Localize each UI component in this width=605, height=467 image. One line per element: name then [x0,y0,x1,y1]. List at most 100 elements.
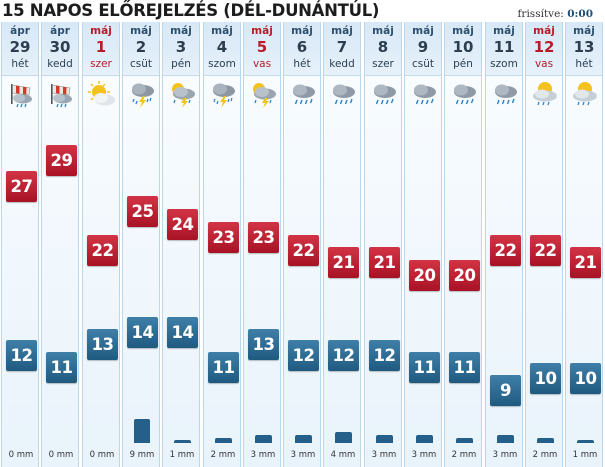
weekday-label: szer [372,58,394,70]
day-column: máj 5 vas 23 13 3 mm [243,22,281,467]
precip-bar [335,432,352,443]
rain-cloud-icon [409,80,439,110]
day-column: máj 2 csüt 25 14 9 mm [122,22,160,467]
day-number: 4 [216,38,228,56]
sun-thunderstorm-icon [167,80,197,110]
max-temp-badge: 22 [288,235,319,266]
max-temp-badge: 23 [208,222,239,253]
day-header: máj 13 hét [566,22,602,76]
max-temp-badge: 21 [328,247,359,278]
day-number: 13 [573,38,595,56]
sun-cloud-rain-icon [570,80,600,110]
day-number: 12 [533,38,555,56]
month-label: máj [573,25,595,37]
min-temp-badge: 12 [288,340,319,371]
precip-bar [497,434,514,443]
precip-label: 9 mm [129,450,155,460]
sun-cloud-icon [87,80,117,110]
min-temp-badge: 11 [449,352,480,383]
sun-cloud-rain-icon [530,80,560,110]
max-temp-badge: 22 [530,235,561,266]
min-temp-badge: 11 [208,352,239,383]
precip-label: 3 mm [492,450,518,460]
precip-bar [295,434,312,443]
month-label: máj [291,25,313,37]
forecast-grid: ápr 29 hét 27 12 0 mm ápr 30 kedd 29 11 0 mm máj 1 sze… [1,22,604,467]
month-label: máj [331,25,353,37]
day-header: máj 12 vas [526,22,562,76]
month-label: máj [130,25,152,37]
weekday-label: vas [252,58,272,70]
precip-label: 3 mm [290,450,316,460]
max-temp-badge: 20 [409,260,440,291]
max-temp-badge: 29 [46,145,77,176]
day-header: máj 9 csüt [405,22,441,76]
day-number: 10 [452,38,474,56]
precip-bar [577,440,594,443]
day-column: máj 9 csüt 20 11 3 mm [404,22,442,467]
precip-label: 1 mm [572,450,598,460]
min-temp-badge: 14 [127,317,158,348]
day-column: máj 11 szom 22 9 3 mm [485,22,523,467]
day-number: 29 [9,38,31,56]
precip-label: 0 mm [8,450,34,460]
month-label: máj [170,25,192,37]
day-header: máj 4 szom [204,22,240,76]
min-temp-badge: 9 [490,375,521,406]
weekday-label: szer [90,58,112,70]
day-number: 3 [175,38,187,56]
weekday-label: pén [453,58,473,70]
day-column: ápr 29 hét 27 12 0 mm [1,22,39,467]
rain-cloud-icon [369,80,399,110]
max-temp-badge: 25 [127,196,158,227]
min-temp-badge: 14 [167,317,198,348]
rain-cloud-icon [490,80,520,110]
precip-bar [174,440,191,443]
precip-label: 2 mm [451,450,477,460]
day-column: máj 12 vas 22 10 2 mm [525,22,563,467]
day-header: máj 10 pén [445,22,481,76]
max-temp-badge: 21 [369,247,400,278]
max-temp-badge: 22 [490,235,521,266]
min-temp-badge: 10 [570,363,601,394]
day-header: máj 5 vas [244,22,280,76]
updated-value: 0:00 [567,8,593,20]
page-title: 15 NAPOS ELŐREJELZÉS (DÉL-DUNÁNTÚL) [2,1,380,20]
day-number: 30 [49,38,71,56]
month-label: máj [412,25,434,37]
weekday-label: vas [534,58,554,70]
day-column: máj 4 szom 23 11 2 mm [203,22,241,467]
weekday-label: kedd [329,58,355,70]
min-temp-badge: 12 [328,340,359,371]
max-temp-badge: 23 [248,222,279,253]
day-number: 9 [417,38,429,56]
day-column: máj 7 kedd 21 12 4 mm [323,22,361,467]
month-label: máj [372,25,394,37]
weekday-label: csüt [129,58,152,70]
month-label: máj [452,25,474,37]
precip-bar [537,437,554,443]
min-temp-badge: 12 [6,340,37,371]
day-column: máj 1 szer 22 13 0 mm [82,22,120,467]
day-number: 8 [377,38,389,56]
precip-label: 3 mm [411,450,437,460]
day-header: máj 6 hét [284,22,320,76]
forecast-header: 15 NAPOS ELŐREJELZÉS (DÉL-DUNÁNTÚL) fris… [0,0,605,22]
min-temp-badge: 11 [46,352,77,383]
weekday-label: szom [490,58,518,70]
month-label: ápr [10,25,30,37]
month-label: máj [533,25,555,37]
max-temp-badge: 22 [87,235,118,266]
day-column: máj 10 pén 20 11 2 mm [444,22,482,467]
precip-label: 2 mm [532,450,558,460]
sun-thunderstorm-icon [248,80,278,110]
day-number: 2 [135,38,147,56]
day-column: máj 8 szer 21 12 3 mm [364,22,402,467]
rain-cloud-icon [288,80,318,110]
day-number: 6 [296,38,308,56]
updated-label: frissítve: [517,8,564,20]
thunderstorm-icon [127,80,157,110]
day-header: máj 7 kedd [324,22,360,76]
precip-label: 1 mm [169,450,195,460]
day-header: máj 2 csüt [123,22,159,76]
